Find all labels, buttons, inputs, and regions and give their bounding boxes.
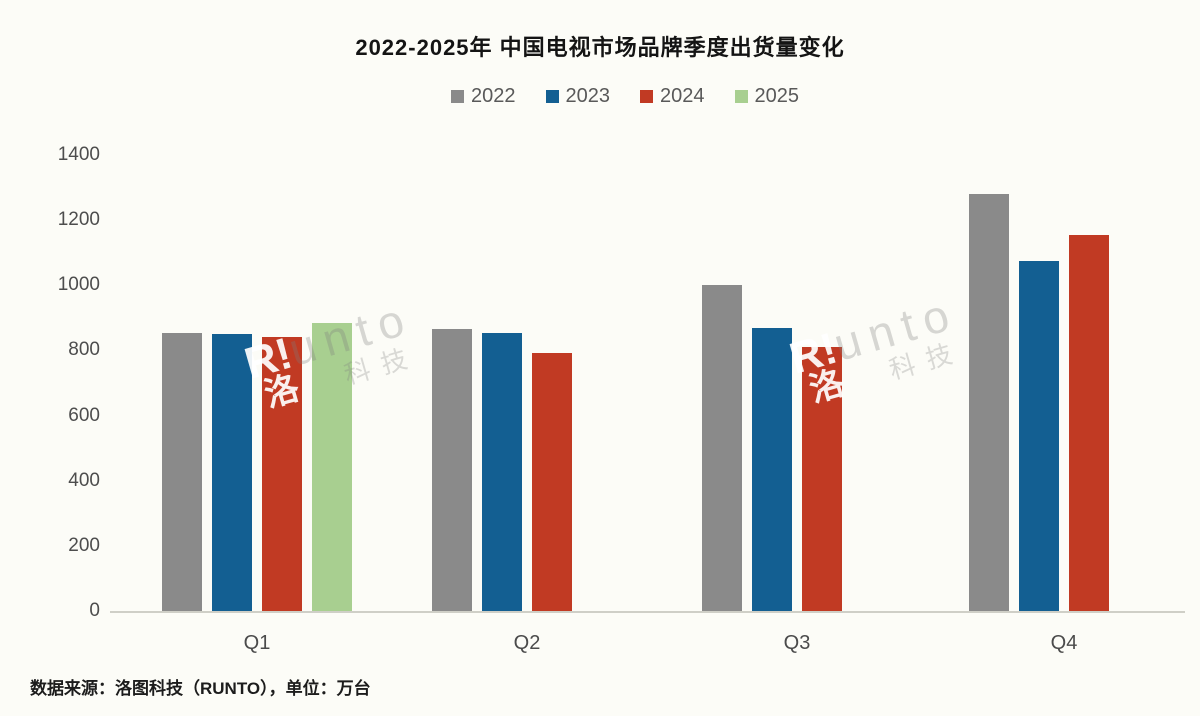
legend-item-2024: 2024 (640, 85, 705, 108)
source-note: 数据来源：洛图科技（RUNTO），单位：万台 (30, 679, 371, 698)
bar-2022-q2 (432, 329, 472, 611)
bar-group-q3 (702, 151, 892, 611)
bar-group-q1 (162, 151, 352, 611)
legend-swatch-2025 (734, 90, 748, 103)
bar-2024-q3 (802, 347, 842, 611)
legend-label-2024: 2024 (660, 85, 705, 107)
y-tick-label-200: 200 (68, 534, 100, 556)
bar-2024-q2 (532, 353, 572, 611)
x-label-q2: Q2 (513, 632, 541, 654)
bar-2023-q2 (482, 333, 522, 611)
bar-2024-q4 (1069, 235, 1109, 611)
bar-2022-q1 (162, 333, 202, 611)
chart-title: 2022-2025年 中国电视市场品牌季度出货量变化 (355, 35, 845, 60)
legend-swatch-2022 (451, 90, 464, 103)
watermark-cn-suffix: 科技 (885, 335, 968, 386)
bar-2022-q4 (969, 194, 1009, 611)
bar-2024-q1 (262, 337, 302, 611)
y-tick-label-1400: 1400 (57, 144, 100, 165)
x-label-q1: Q1 (243, 632, 271, 654)
legend-item-2025: 2025 (734, 85, 800, 108)
bar-group-q4 (969, 151, 1159, 611)
legend: 2022 2023 2024 2025 (25, 85, 1200, 108)
y-tick-label-800: 800 (68, 339, 100, 361)
legend-label-2023: 2023 (565, 85, 611, 107)
bar-group-q2 (432, 151, 622, 611)
legend-label-2025: 2025 (754, 85, 800, 107)
bar-2023-q3 (752, 328, 792, 611)
y-tick-label-1200: 1200 (57, 209, 100, 231)
legend-item-2022: 2022 (451, 85, 516, 108)
y-tick-label-0: 0 (89, 600, 100, 621)
legend-label-2022: 2022 (471, 85, 516, 107)
x-axis-line (110, 611, 1185, 613)
y-tick-label-1000: 1000 (57, 274, 100, 296)
watermark-cn-suffix: 科技 (340, 340, 423, 391)
y-tick-label-600: 600 (68, 404, 100, 426)
bar-2023-q4 (1019, 261, 1059, 611)
legend-swatch-2023 (545, 90, 559, 103)
bar-2025-q1 (312, 323, 352, 611)
bar-2023-q1 (212, 334, 252, 611)
legend-item-2023: 2023 (545, 85, 611, 108)
x-label-q4: Q4 (1050, 632, 1078, 654)
x-label-q3: Q3 (783, 632, 811, 654)
bar-2022-q3 (702, 285, 742, 611)
legend-swatch-2024 (640, 90, 653, 103)
y-tick-label-400: 400 (68, 469, 100, 491)
